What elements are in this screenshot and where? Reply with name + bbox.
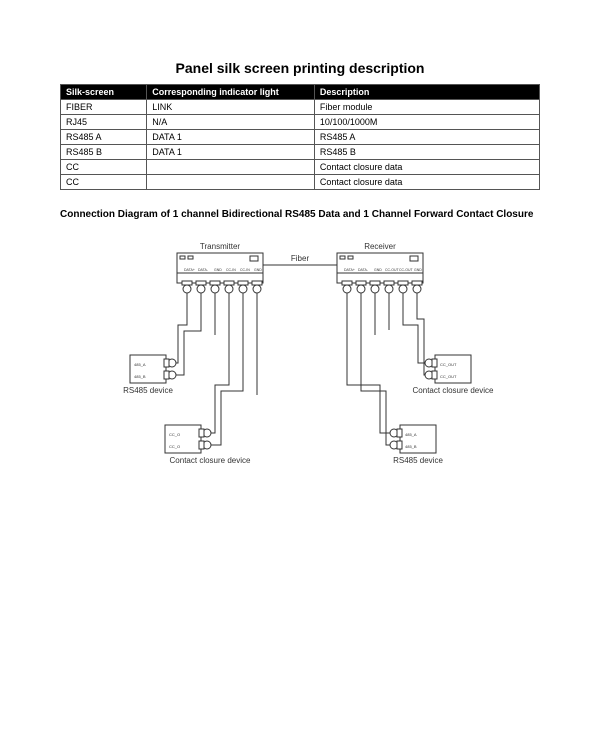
cc-device-left: CC_O CC_O [165, 425, 211, 453]
table-row: RJ45N/A10/100/1000M [61, 115, 540, 130]
svg-text:DATA-: DATA- [358, 268, 369, 272]
svg-text:CC-IN: CC-IN [240, 268, 250, 272]
svg-text:DATA+: DATA+ [184, 268, 195, 272]
table-row: RS485 BDATA 1RS485 B [61, 145, 540, 160]
svg-text:GND: GND [254, 268, 262, 272]
table-row: CCContact closure data [61, 175, 540, 190]
svg-text:CC_OUT: CC_OUT [440, 374, 457, 379]
table-row: FIBERLINKFiber module [61, 100, 540, 115]
svg-text:485_A: 485_A [134, 362, 146, 367]
svg-text:DATA-: DATA- [198, 268, 209, 272]
cc-device-label: Contact closure device [170, 456, 251, 465]
rs485-device-label: RS485 device [123, 386, 173, 395]
table-row: CCContact closure data [61, 160, 540, 175]
rs485-device-right: 485_A 485_B [390, 425, 436, 453]
svg-text:GND: GND [374, 268, 382, 272]
svg-text:485_A: 485_A [405, 432, 417, 437]
rs485-device-left: 485_A 485_B [130, 355, 176, 383]
svg-text:CC-OUT: CC-OUT [399, 268, 413, 272]
svg-text:485_B: 485_B [134, 374, 146, 379]
col-header: Description [314, 85, 539, 100]
fiber-label: Fiber [291, 254, 310, 263]
rs485-device-label: RS485 device [393, 456, 443, 465]
diagram-title: Connection Diagram of 1 channel Bidirect… [60, 208, 540, 221]
receiver-label: Receiver [364, 242, 396, 251]
svg-text:CC_OUT: CC_OUT [440, 362, 457, 367]
connection-diagram: Transmitter Receiver Fiber DATA+DATA-GND… [60, 235, 540, 535]
svg-text:CC_O: CC_O [169, 444, 180, 449]
transmitter-label: Transmitter [200, 242, 240, 251]
col-header: Corresponding indicator light [147, 85, 315, 100]
transmitter-unit: DATA+DATA- GND CC-IN CC-IN GND [177, 253, 263, 293]
table-header-row: Silk-screen Corresponding indicator ligh… [61, 85, 540, 100]
receiver-unit: DATA+DATA-GND CC-OUTCC-OUTGND [337, 253, 423, 293]
svg-text:CC-IN: CC-IN [226, 268, 236, 272]
svg-text:GND: GND [214, 268, 222, 272]
table-row: RS485 ADATA 1RS485 A [61, 130, 540, 145]
svg-text:CC-OUT: CC-OUT [385, 268, 399, 272]
svg-text:DATA+: DATA+ [344, 268, 355, 272]
cc-device-label: Contact closure device [413, 386, 494, 395]
svg-text:GND: GND [414, 268, 422, 272]
svg-text:CC_O: CC_O [169, 432, 180, 437]
cc-device-right: CC_OUT CC_OUT [425, 355, 471, 383]
silk-screen-table: Silk-screen Corresponding indicator ligh… [60, 84, 540, 190]
col-header: Silk-screen [61, 85, 147, 100]
svg-text:485_B: 485_B [405, 444, 417, 449]
page-title: Panel silk screen printing description [60, 60, 540, 76]
